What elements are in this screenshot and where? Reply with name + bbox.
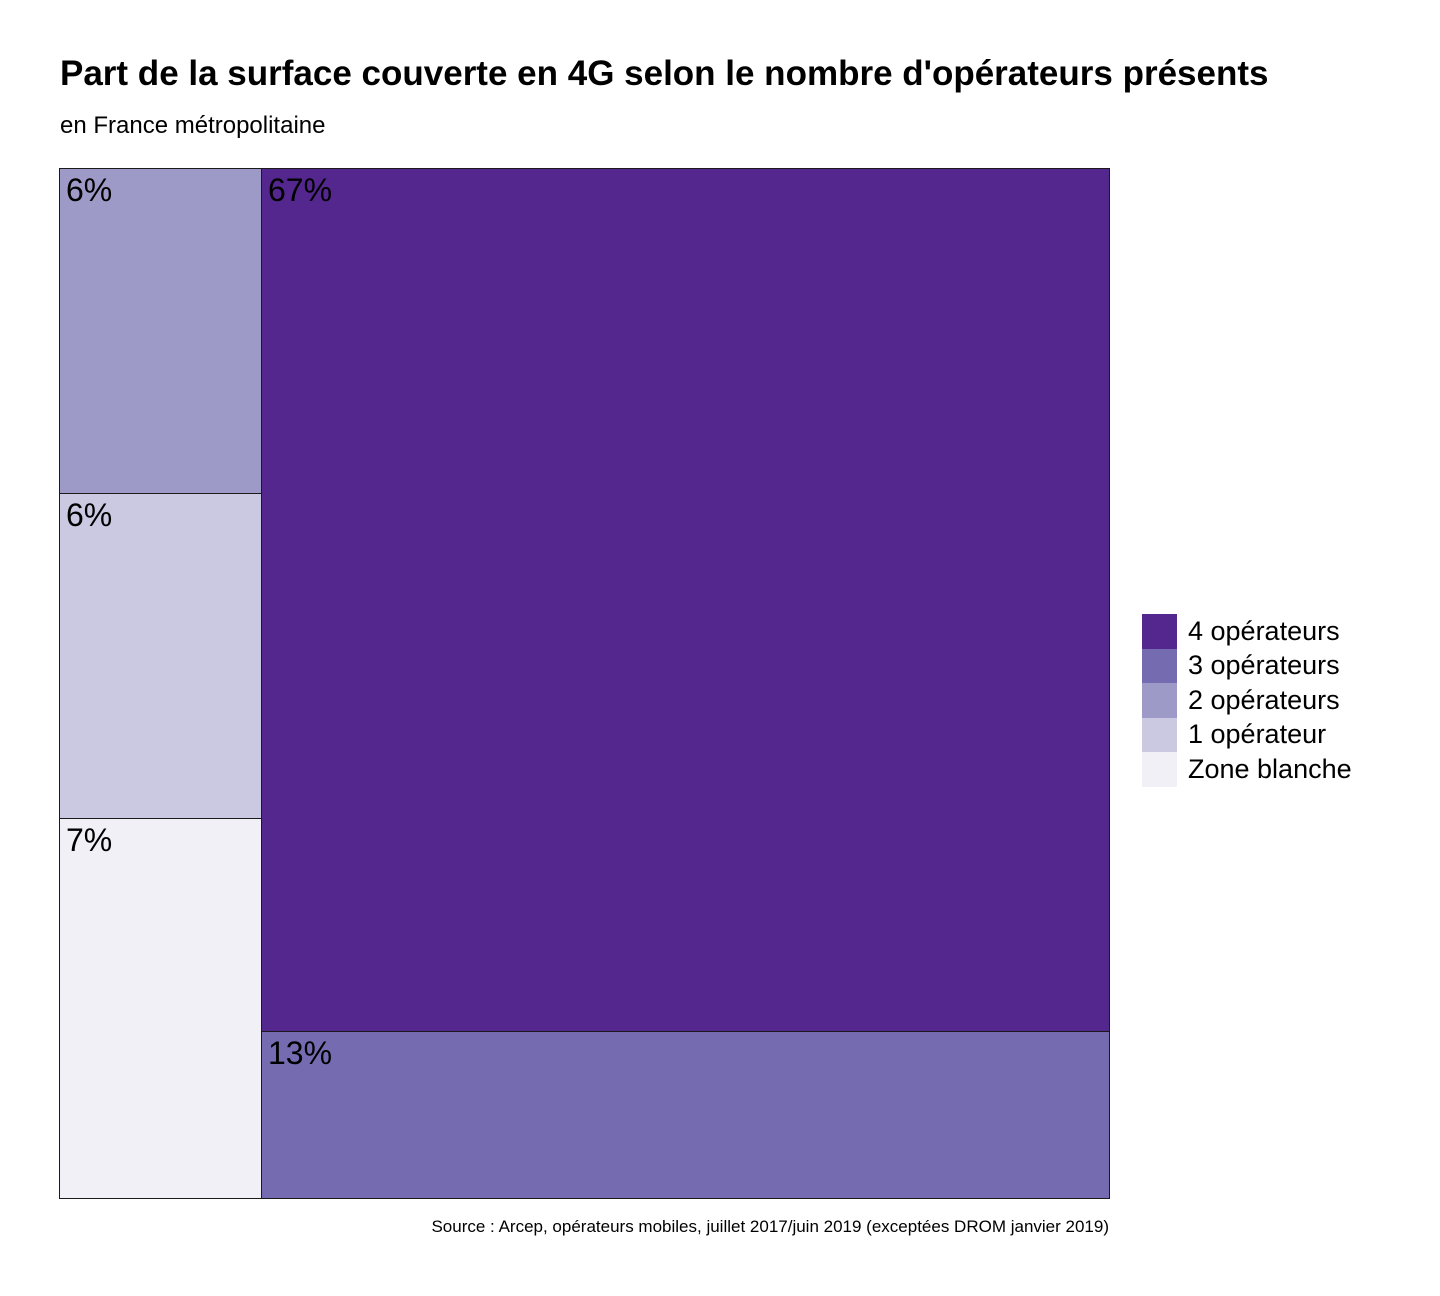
legend-item: 1 opérateur: [1142, 717, 1352, 752]
treemap: 6% 6% 7% 67% 13%: [59, 168, 1110, 1199]
tile-value-label: 7%: [66, 822, 113, 858]
treemap-tile: 13%: [261, 1031, 1110, 1199]
legend-label: 3 opérateurs: [1188, 650, 1340, 681]
legend-swatch: [1142, 717, 1177, 752]
legend-label: 2 opérateurs: [1188, 684, 1340, 715]
legend-swatch: [1142, 648, 1177, 683]
tile-value-label: 6%: [66, 497, 113, 533]
treemap-tile: 67%: [261, 168, 1110, 1032]
tile-value-label: 6%: [66, 172, 113, 208]
legend-swatch: [1142, 752, 1177, 787]
legend-item: 4 opérateurs: [1142, 614, 1352, 649]
legend-label: Zone blanche: [1188, 753, 1352, 784]
chart-subtitle: en France métropolitaine: [60, 112, 326, 139]
legend-item: Zone blanche: [1142, 752, 1352, 787]
legend-label: 4 opérateurs: [1188, 615, 1340, 646]
legend-item: 3 opérateurs: [1142, 648, 1352, 683]
treemap-tile: 7%: [59, 818, 262, 1199]
legend-label: 1 opérateur: [1188, 719, 1327, 750]
chart-title: Part de la surface couverte en 4G selon …: [60, 54, 1269, 93]
legend-swatch: [1142, 683, 1177, 718]
tile-value-label: 67%: [268, 172, 333, 208]
legend-item: 2 opérateurs: [1142, 683, 1352, 718]
treemap-tile: 6%: [59, 168, 262, 494]
treemap-tile: 6%: [59, 493, 262, 819]
legend-swatch: [1142, 614, 1177, 649]
source-note: Source : Arcep, opérateurs mobiles, juil…: [431, 1217, 1109, 1236]
legend: 4 opérateurs 3 opérateurs 2 opérateurs 1 op…: [1142, 614, 1352, 787]
tile-value-label: 13%: [268, 1035, 333, 1071]
